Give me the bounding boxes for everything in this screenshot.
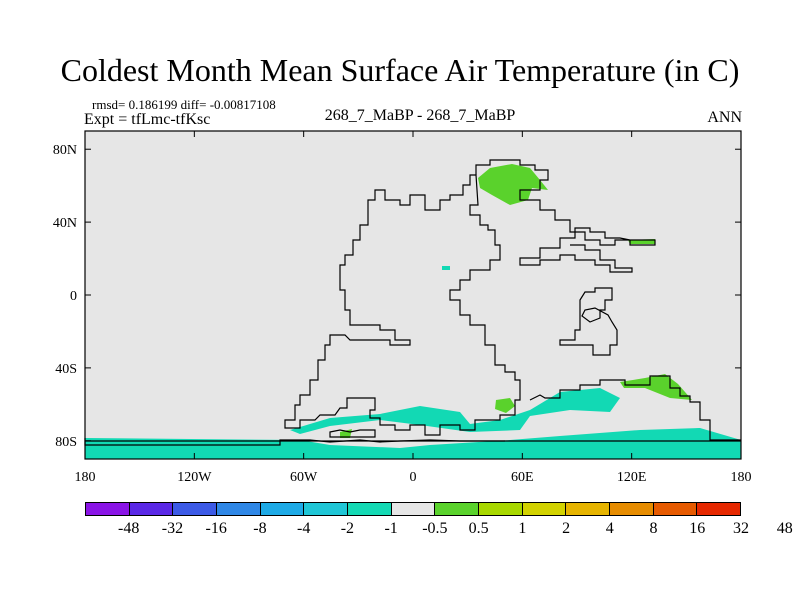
colorbar-label: -32 — [161, 520, 184, 537]
colorbar-swatch — [697, 503, 741, 515]
colorbar-label: 48 — [776, 520, 793, 537]
colorbar-label: -8 — [253, 520, 267, 537]
coastline-south-asia — [559, 287, 618, 356]
colorbar-swatch — [260, 503, 305, 515]
colorbar-swatch — [304, 503, 349, 515]
center-label: 268_7_MaBP - 268_7_MaBP — [324, 107, 516, 124]
coastline-east — [529, 375, 741, 441]
colorbar-swatch — [479, 503, 523, 515]
x-tick-label: 120E — [617, 470, 647, 485]
colorbar-label: -48 — [118, 520, 140, 537]
green-patch-east — [620, 374, 692, 400]
colorbar-label: -0.5 — [422, 520, 448, 537]
colorbar-label: 2 — [562, 520, 571, 537]
colorbar-label: 1 — [518, 520, 527, 537]
experiment-label: Expt = tfLmc-tfKsc — [84, 111, 211, 128]
coastline-inlet — [329, 429, 376, 438]
colorbar-label: -16 — [205, 520, 227, 537]
coastlines — [84, 159, 741, 446]
y-tick-label: 80N — [53, 143, 77, 158]
x-tick-label: 60E — [511, 470, 534, 485]
colorbar-swatch — [653, 503, 698, 515]
green-patch-small — [495, 398, 515, 413]
y-tick-label: 80S — [55, 435, 77, 450]
x-tick-label: 0 — [410, 470, 417, 485]
colorbar-swatch — [173, 503, 218, 515]
teal-band-antarctic — [85, 428, 741, 459]
stats-label: rmsd= 0.186199 diff= -0.00817108 — [92, 97, 276, 112]
colorbar-swatch — [391, 503, 436, 515]
colorbar-swatch — [86, 503, 130, 515]
x-tick-label: 60W — [290, 470, 318, 485]
season-label: ANN — [707, 109, 742, 126]
x-tick-label: 180 — [75, 470, 96, 485]
plot-title: Coldest Month Mean Surface Air Temperatu… — [60, 52, 740, 88]
colorbar-label: -2 — [340, 520, 355, 537]
colorbar-swatch — [435, 503, 480, 515]
x-tick-label: 180 — [731, 470, 752, 485]
colorbar-label: -1 — [384, 520, 398, 537]
colorbar-label: -4 — [296, 520, 311, 537]
map-background — [85, 131, 741, 459]
teal-dot — [442, 266, 450, 270]
colorbar-swatch — [566, 503, 611, 515]
x-tick-label: 120W — [177, 470, 212, 485]
coastline-north-arm — [475, 159, 656, 273]
green-patch-north — [478, 164, 548, 205]
y-tick-label: 40S — [55, 362, 77, 377]
colorbar-swatch — [129, 503, 174, 515]
colorbar — [85, 502, 741, 516]
colorbar-label: 32 — [733, 520, 749, 537]
y-axis: 80N 40N 0 40S 80S — [53, 143, 741, 450]
coastline-pangea — [284, 174, 521, 436]
colorbar-label: 0.5 — [468, 520, 489, 537]
colorbar-label: 8 — [649, 520, 658, 537]
colorbar-swatch — [610, 503, 654, 515]
y-tick-label: 40N — [53, 216, 77, 231]
colorbar-swatch — [348, 503, 392, 515]
colorbar-swatch — [217, 503, 261, 515]
y-tick-label: 0 — [70, 289, 77, 304]
colorbar-label: 16 — [689, 520, 706, 537]
x-axis: 180 120W 60W 0 60E 120E 180 — [75, 131, 752, 485]
colorbar-label: 4 — [605, 520, 614, 537]
colorbar-swatch — [522, 503, 567, 515]
